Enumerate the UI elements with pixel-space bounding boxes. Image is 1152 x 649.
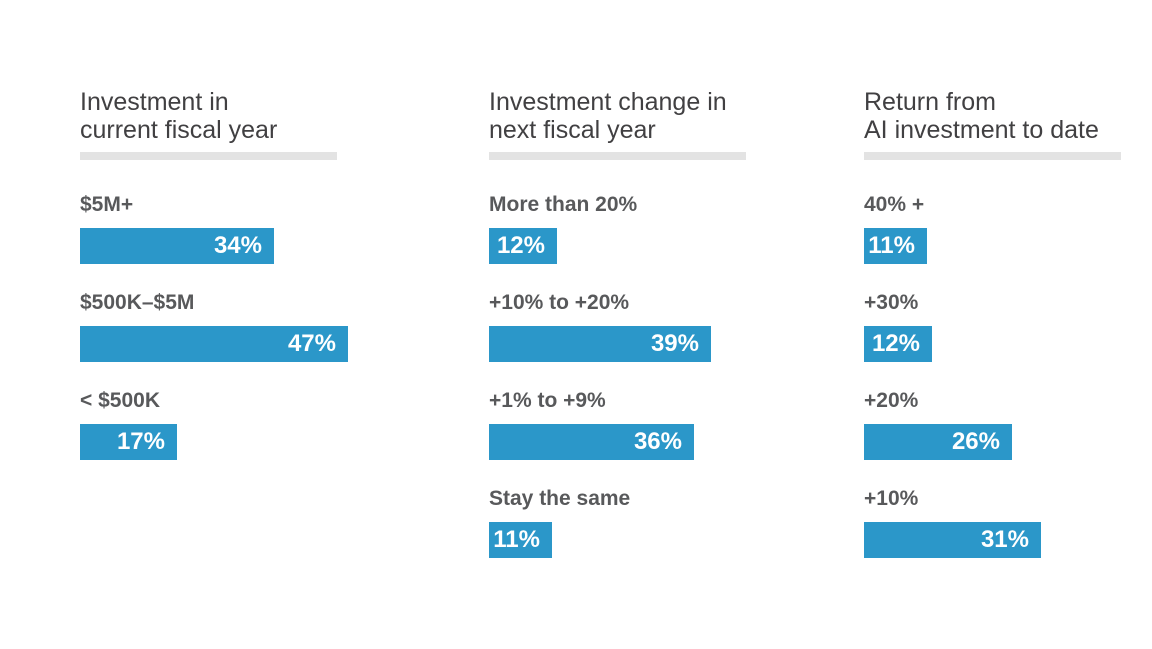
bar-category-label: +1% to +9% — [489, 389, 606, 412]
bar-value-label: 12% — [871, 330, 920, 357]
bar: 17% — [80, 424, 177, 460]
bar-value-label: 34% — [213, 232, 262, 259]
bar: 34% — [80, 228, 274, 264]
bar-row: < $500K 17% — [80, 390, 338, 460]
bar-row: $500K–$5M 47% — [80, 291, 348, 362]
column-title-line: Return from — [864, 88, 996, 116]
bar-category-label: +30% — [864, 291, 919, 314]
bar-rows: $5M+ 34% $500K–$5M 47% < $500K 17% — [80, 194, 348, 460]
column-title: Return from AI investment to date — [864, 88, 1122, 144]
bar-rows: 40% + 11% +30% 12% +20% 26% +10% — [864, 194, 1122, 558]
bar: 36% — [489, 424, 694, 460]
bar-value-label: 26% — [951, 428, 1000, 455]
column-title-line: Investment change in — [489, 88, 727, 116]
bar-row: +20% 26% — [864, 390, 1122, 460]
bar-category-label: Stay the same — [489, 487, 631, 510]
bar-category-label: +20% — [864, 389, 919, 412]
bar-category-label: $5M+ — [80, 193, 134, 216]
bar-category-label: +10% to +20% — [489, 291, 630, 314]
bar-category-label: More than 20% — [489, 193, 638, 216]
bar-row: +30% 12% — [864, 292, 1122, 362]
bar-row: +1% to +9% 36% — [489, 390, 747, 460]
title-underline-rule — [80, 152, 337, 160]
column-title-line: Investment in — [80, 88, 229, 116]
chart-column-investment-change: Investment change in next fiscal year Mo… — [489, 88, 747, 586]
bar-row: +10% to +20% 39% — [489, 292, 747, 362]
bar: 26% — [864, 424, 1012, 460]
bar-category-label: 40% + — [864, 193, 925, 216]
bar: 12% — [864, 326, 932, 362]
bar: 11% — [489, 522, 552, 558]
bar-category-label: +10% — [864, 487, 919, 510]
bar: 39% — [489, 326, 711, 362]
title-underline-rule — [489, 152, 746, 160]
column-title: Investment in current fiscal year — [80, 88, 338, 144]
chart-column-ai-return: Return from AI investment to date 40% + … — [864, 88, 1122, 586]
bar-category-label: < $500K — [80, 389, 160, 412]
column-title: Investment change in next fiscal year — [489, 88, 747, 144]
bar-category-label: $500K–$5M — [80, 291, 195, 314]
column-title-line: current fiscal year — [80, 116, 278, 144]
bar-row: 40% + 11% — [864, 194, 1122, 264]
bar-rows: More than 20% 12% +10% to +20% 39% +1% t… — [489, 194, 747, 558]
bar: 31% — [864, 522, 1041, 558]
bar-value-label: 31% — [980, 526, 1029, 553]
bar-value-label: 17% — [116, 428, 165, 455]
bar-row: More than 20% 12% — [489, 194, 747, 264]
bar: 11% — [864, 228, 927, 264]
bar-row: $5M+ 34% — [80, 194, 338, 264]
bar-row: +10% 31% — [864, 488, 1122, 558]
bar-row: Stay the same 11% — [489, 488, 747, 558]
bar: 47% — [80, 326, 348, 362]
bar-value-label: 11% — [868, 232, 915, 259]
column-title-line: AI investment to date — [864, 116, 1099, 144]
bar-value-label: 12% — [496, 232, 545, 259]
title-underline-rule — [864, 152, 1121, 160]
bar-value-label: 11% — [493, 526, 540, 553]
bar-value-label: 39% — [650, 330, 699, 357]
chart-column-current-investment: Investment in current fiscal year $5M+ 3… — [80, 88, 348, 488]
bar-value-label: 47% — [287, 330, 336, 357]
bar: 12% — [489, 228, 557, 264]
column-title-line: next fiscal year — [489, 116, 656, 144]
bar-value-label: 36% — [633, 428, 682, 455]
